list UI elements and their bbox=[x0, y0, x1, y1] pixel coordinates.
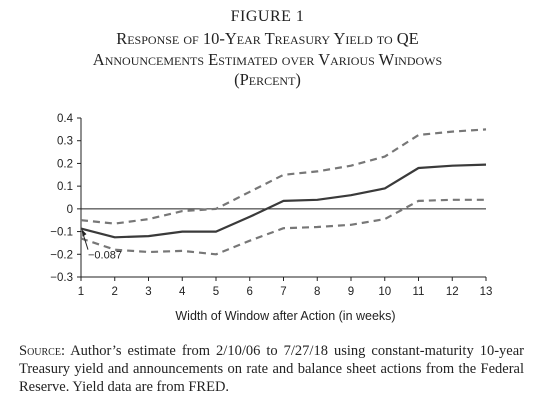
annotation-label: −0.087 bbox=[88, 250, 122, 262]
x-tick-label: 11 bbox=[413, 286, 425, 298]
x-tick-label: 13 bbox=[480, 286, 493, 298]
x-tick-label: 4 bbox=[179, 286, 186, 298]
figure-title-line-3: (Percent) bbox=[234, 70, 301, 89]
y-tick-label: −0.2 bbox=[50, 249, 73, 261]
y-tick-label: 0.2 bbox=[57, 158, 73, 170]
caption-source-label: Source: bbox=[19, 343, 65, 359]
x-tick-label: 6 bbox=[247, 286, 253, 298]
figure-title-line-2: Announcements Estimated over Various Win… bbox=[92, 49, 443, 69]
confidence-band-line bbox=[80, 198, 486, 256]
x-tick-label: 12 bbox=[446, 286, 459, 298]
y-tick-label: 0.1 bbox=[57, 181, 73, 193]
figure-number: FIGURE 1 bbox=[230, 8, 305, 25]
y-tick-label: −0.3 bbox=[50, 272, 73, 284]
x-tick-label: 9 bbox=[348, 286, 354, 298]
caption-text: Author’s estimate from 2/10/06 to 7/27/1… bbox=[19, 343, 524, 395]
x-tick-label: 1 bbox=[78, 286, 84, 298]
annotation-arrowhead bbox=[82, 229, 87, 237]
x-tick-label: 8 bbox=[314, 286, 320, 298]
line-chart: 0.40.30.20.10−0.1−0.2−0.31 2 3 4 5 6 7 8 9 10 11 12… bbox=[50, 113, 493, 323]
x-tick-label: 5 bbox=[213, 286, 219, 298]
x-tick-label: 3 bbox=[145, 286, 151, 298]
x-axis-label: Width of Window after Action (in weeks) bbox=[175, 309, 395, 323]
figure-caption: Source: Author’s estimate from 2/10/06 t… bbox=[19, 342, 524, 396]
x-tick-label: 10 bbox=[378, 286, 391, 298]
figure-title: Response of 10-Year Treasury Yield to QE… bbox=[0, 29, 535, 91]
y-tick-label: 0 bbox=[67, 204, 73, 216]
figure-title-line-1: Response of 10-Year Treasury Yield to QE bbox=[116, 29, 419, 48]
x-tick-label: 7 bbox=[280, 286, 286, 298]
y-tick-label: 0.3 bbox=[57, 136, 73, 148]
y-tick-label: 0.4 bbox=[57, 113, 74, 125]
y-tick-label: −0.1 bbox=[50, 227, 73, 239]
x-tick-label: 2 bbox=[112, 286, 118, 298]
confidence-band-line bbox=[80, 128, 487, 225]
